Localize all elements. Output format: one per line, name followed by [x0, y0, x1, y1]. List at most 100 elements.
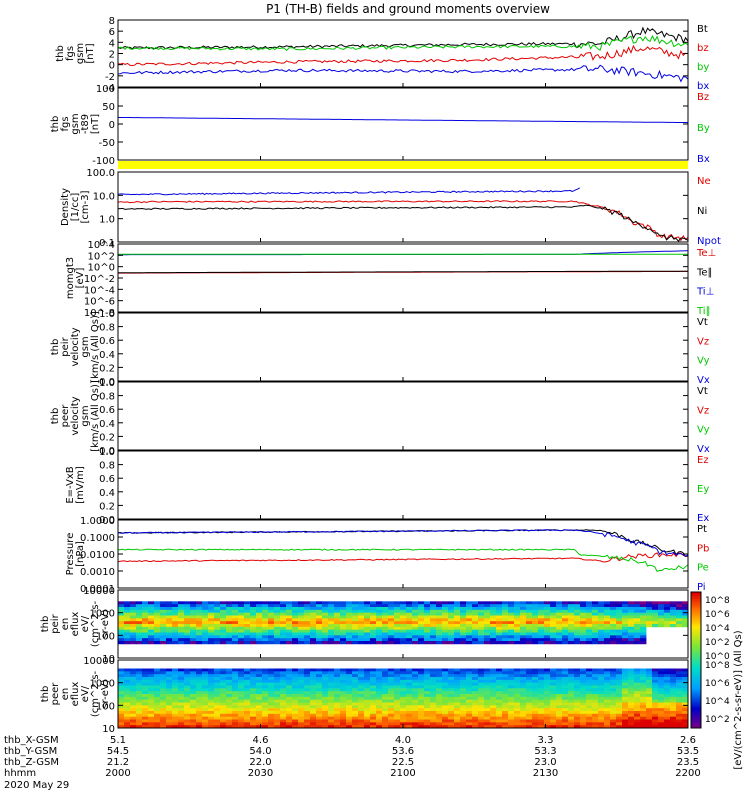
- x-axis-value: 5.1: [110, 735, 126, 746]
- colorbar-tick-label: 10^4: [705, 624, 730, 634]
- colorbar-tick-label: 10^6: [705, 679, 730, 689]
- y-tick-label: 0.8: [99, 392, 115, 403]
- y-axis-label-line: [nPa]: [75, 541, 86, 567]
- y-axis-label-line: peer: [60, 404, 71, 428]
- y-axis-label-line: velocity: [70, 327, 81, 366]
- y-axis-label-line: (cm^2-s-: [90, 670, 101, 717]
- spectrogram-peir-eflux: [118, 601, 689, 645]
- legend-entry: Vx: [697, 375, 710, 386]
- legend-entry: Bt: [697, 24, 708, 35]
- x-axis-value: 54.0: [249, 746, 271, 757]
- colorbar-cell: [691, 680, 701, 684]
- colorbar-cell: [691, 598, 701, 602]
- y-tick-label: -2: [105, 72, 115, 83]
- y-tick-label: 1000: [90, 609, 115, 620]
- y-tick-label: 0.1: [99, 238, 115, 249]
- y-axis-label: E=-VxB [mV/m]: [65, 466, 86, 504]
- y-axis-label-line: Pressure: [65, 533, 76, 576]
- y-tick-label: 10^-6: [84, 297, 115, 308]
- colorbar-cell: [691, 619, 701, 622]
- series-line-pressure-Pi: [117, 529, 689, 558]
- y-axis-label-line: [mV/m]: [75, 466, 86, 504]
- panel-pressure: 1.0000 0.1000 0.0100 0.0010 0.0001 Pressure [n…: [65, 516, 709, 595]
- x-axis-value: 54.5: [107, 746, 129, 757]
- y-tick-label: 1.0: [99, 309, 115, 320]
- y-tick-label: 10^-4: [84, 285, 115, 296]
- series-line-density-Ne: [117, 200, 689, 242]
- y-tick-label: 2: [109, 50, 115, 61]
- legend-entry: bz: [697, 43, 709, 54]
- colorbar-cell: [691, 684, 701, 688]
- y-axis-label-line: E=-VxB: [65, 466, 76, 503]
- colorbar-cell: [691, 648, 701, 652]
- legend-entry: Vz: [697, 405, 709, 416]
- x-axis-row-label: hhmm: [4, 768, 36, 779]
- legend-entry: Te⊥: [696, 248, 716, 259]
- panel-frame: [117, 450, 689, 520]
- y-tick-label: 0.8: [99, 461, 115, 472]
- series-line-fgs-gsm-by: [117, 34, 689, 52]
- y-tick-label: 1000: [90, 679, 115, 690]
- y-tick-label: 10: [102, 724, 115, 735]
- colorbar-cell: [691, 650, 701, 654]
- colorbar-cell: [691, 621, 701, 625]
- series-line-fgs-gsm-Bt: [117, 26, 689, 50]
- colorbar-cell: [691, 698, 701, 702]
- y-tick-label: 0.6: [99, 405, 115, 416]
- legend-entry: By: [697, 123, 710, 134]
- colorbar-cell: [691, 637, 701, 641]
- x-axis-value: 4.0: [395, 735, 411, 746]
- colorbar-cell: [691, 630, 701, 634]
- colorbar-tick-label: 10^0: [705, 652, 730, 662]
- x-axis-value: 23.5: [677, 757, 699, 768]
- panel-frame: [117, 312, 689, 382]
- y-tick-label: 0.2: [99, 363, 115, 374]
- legend-entry: Ez: [697, 455, 709, 466]
- legend-entry: Bx: [697, 154, 710, 165]
- colorbar-cell: [691, 603, 701, 607]
- y-axis-label: thb fgs gsm [nT]: [55, 43, 96, 64]
- colorbar-cell: [691, 592, 701, 595]
- colorbar-tick-label: 10^6: [705, 610, 730, 620]
- x-axis-value: 53.6: [392, 746, 414, 757]
- colorbar-cell: [691, 635, 701, 638]
- legend-entry: Vy: [697, 425, 710, 436]
- y-tick-label: 0: [109, 120, 115, 131]
- y-axis-label-line: gsm: [70, 113, 81, 134]
- colorbar-cell: [691, 666, 701, 670]
- y-axis-label: thb fgs gsm -t89 [nT]: [50, 113, 101, 134]
- legend-entry: Vt: [697, 317, 708, 328]
- y-tick-label: 8: [109, 16, 115, 27]
- x-axis-value: 53.5: [677, 746, 699, 757]
- colorbar-cell: [691, 596, 701, 600]
- panel-frame: [117, 519, 689, 589]
- colorbar-cell: [691, 616, 701, 620]
- y-axis-label: thb peer velocity gsm [km/s (All Qs)]: [50, 380, 101, 452]
- legend-entry: Bz: [697, 92, 709, 103]
- series-line-fgs-gsm-bx: [117, 64, 689, 83]
- colorbar-cell: [691, 644, 701, 647]
- y-tick-label: -100: [92, 156, 115, 167]
- x-axis-value: 2030: [248, 768, 273, 779]
- y-axis-label: thb peir en eflux eV/(cm^2-s-sr-eV): [40, 600, 111, 647]
- quality-flag-bar: [118, 161, 688, 169]
- y-tick-label: 10.0: [93, 191, 115, 202]
- series-line-mom-temperature-Te∥: [118, 270, 688, 274]
- y-axis-label-line: [km/s (All Qs)]: [90, 380, 101, 452]
- y-axis-label-line: sr-eV): [100, 679, 111, 708]
- series-line-fgs-gsm-bz: [117, 44, 689, 67]
- panel-frame: [117, 87, 689, 161]
- y-axis-label-line: peer: [50, 682, 61, 706]
- x-axis-row-label: thb_X-GSM: [4, 735, 59, 746]
- x-axis-value: 3.3: [538, 735, 554, 746]
- colorbar-cell: [691, 655, 701, 659]
- y-tick-label: 10^-8: [84, 308, 115, 319]
- y-tick-label: 100.0: [86, 168, 115, 179]
- legend-entry: Ey: [697, 484, 709, 495]
- legend-entry: Ex: [697, 513, 709, 524]
- y-tick-label: 0.0001: [80, 584, 115, 595]
- y-axis-label-line: fgs: [65, 46, 76, 61]
